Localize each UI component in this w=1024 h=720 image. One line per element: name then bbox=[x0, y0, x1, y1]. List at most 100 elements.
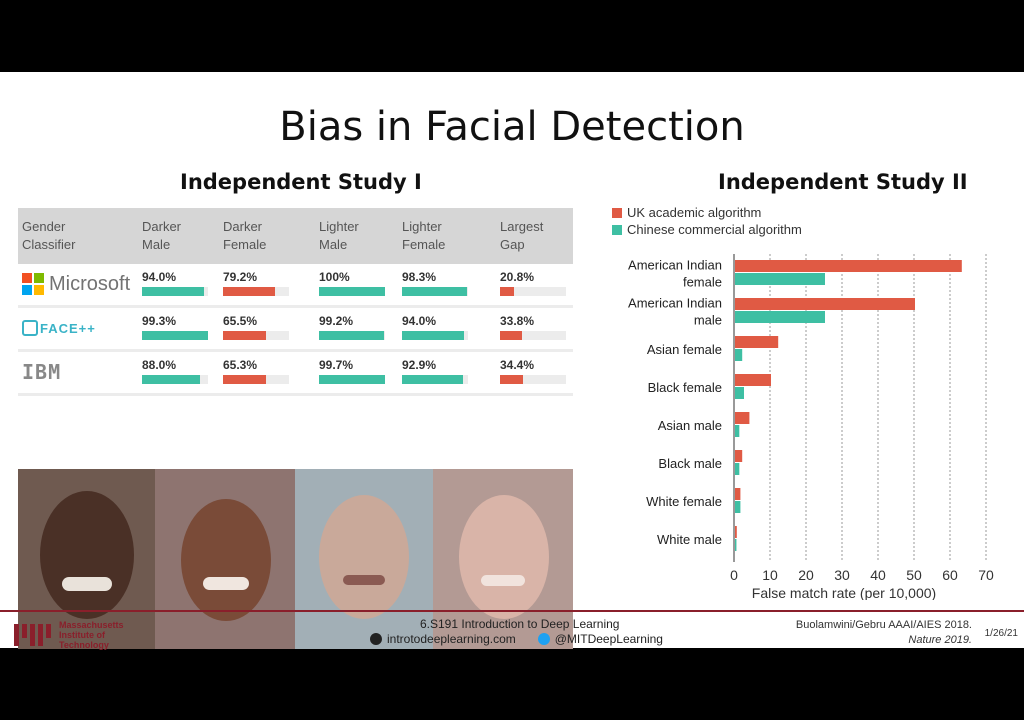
bar-uk-academic bbox=[735, 336, 779, 348]
citation: Buolamwini/Gebru AAAI/AIES 2018. Nature … bbox=[796, 618, 972, 648]
x-tick-label: 70 bbox=[978, 567, 994, 583]
accuracy-bar-fill bbox=[142, 331, 208, 340]
faceplusplus-logo-icon: FACE++ bbox=[22, 314, 96, 342]
table-cell: 99.3% bbox=[142, 314, 212, 340]
accuracy-value: 88.0% bbox=[142, 358, 177, 372]
accuracy-bar bbox=[223, 331, 289, 340]
accuracy-bar bbox=[319, 331, 385, 340]
header-lighter-male: Lighter Male bbox=[319, 219, 359, 252]
classifier-name: IBM bbox=[22, 360, 62, 384]
accuracy-bar-fill bbox=[223, 375, 267, 384]
accuracy-bar-fill bbox=[319, 375, 385, 384]
classifier-name: FACE++ bbox=[40, 320, 96, 336]
average-darker-female-face bbox=[155, 469, 295, 649]
institution-name: Massachusetts Institute of Technology bbox=[59, 620, 124, 650]
accuracy-bar bbox=[500, 287, 566, 296]
y-category-label: American Indian bbox=[628, 296, 722, 311]
accuracy-value: 92.9% bbox=[402, 358, 437, 372]
bar-chinese-commercial bbox=[735, 501, 741, 513]
accuracy-bar bbox=[223, 375, 289, 384]
table-header: Gender Classifier Darker Male Darker Fem… bbox=[18, 208, 573, 264]
website-link[interactable]: introtodeeplearning.com bbox=[387, 632, 516, 646]
bar-chinese-commercial bbox=[735, 349, 743, 361]
bar-uk-academic bbox=[735, 374, 771, 386]
false-match-rate-chart: 0 10 20 30 40 50 60 70 American Indian female Amer… bbox=[628, 254, 994, 600]
accuracy-bar-fill bbox=[319, 331, 385, 340]
table-cell: 92.9% bbox=[402, 358, 472, 384]
legend-item: UK academic algorithm bbox=[612, 204, 802, 221]
average-lighter-female-face bbox=[433, 469, 573, 649]
accuracy-bar bbox=[402, 375, 468, 384]
accuracy-value: 79.2% bbox=[223, 270, 258, 284]
footer-links: introtodeeplearning.com @MITDeepLearning bbox=[370, 632, 663, 646]
accuracy-value: 94.0% bbox=[142, 270, 177, 284]
footer-divider bbox=[0, 610, 1024, 612]
twitter-icon bbox=[537, 633, 550, 645]
accuracy-value: 100% bbox=[319, 270, 350, 284]
x-axis-label: False match rate (per 10,000) bbox=[752, 585, 936, 600]
table-cell: 99.2% bbox=[319, 314, 389, 340]
mit-logo-icon bbox=[14, 624, 51, 646]
accuracy-bar-fill bbox=[402, 331, 465, 340]
accuracy-bar-fill bbox=[402, 287, 467, 296]
accuracy-bar bbox=[500, 375, 566, 384]
table-row: FACE++ 99.3% 65.5% 99.2% 94.0% 33.8% bbox=[18, 308, 573, 352]
table-cell: 79.2% bbox=[223, 270, 293, 296]
accuracy-bar bbox=[142, 375, 208, 384]
accuracy-value: 65.3% bbox=[223, 358, 258, 372]
legend-label: Chinese commercial algorithm bbox=[627, 222, 802, 237]
y-category-label: American Indian bbox=[628, 258, 722, 273]
x-tick-label: 20 bbox=[798, 567, 814, 583]
accuracy-bar-fill bbox=[500, 375, 523, 384]
citation-line2: Nature 2019. bbox=[908, 634, 972, 646]
accuracy-bar bbox=[500, 331, 566, 340]
y-category-label: White male bbox=[657, 532, 722, 547]
accuracy-bar bbox=[319, 287, 385, 296]
x-tick-label: 40 bbox=[870, 567, 886, 583]
accuracy-value: 33.8% bbox=[500, 314, 535, 328]
accuracy-value: 94.0% bbox=[402, 314, 437, 328]
accuracy-value: 65.5% bbox=[223, 314, 258, 328]
bar-uk-academic bbox=[735, 298, 915, 310]
bar-chinese-commercial bbox=[735, 311, 825, 323]
accuracy-bar-fill bbox=[142, 287, 205, 296]
table-cell: 20.8% bbox=[500, 270, 570, 296]
study2-title: Independent Study II bbox=[718, 170, 968, 194]
classifier-table: Gender Classifier Darker Male Darker Fem… bbox=[18, 208, 573, 472]
study1-title: Independent Study I bbox=[180, 170, 422, 194]
accuracy-bar bbox=[142, 331, 208, 340]
accuracy-bar-fill bbox=[142, 375, 201, 384]
accuracy-bar-fill bbox=[319, 287, 385, 296]
accuracy-value: 34.4% bbox=[500, 358, 535, 372]
bar-chinese-commercial bbox=[735, 387, 744, 399]
y-category-label: Black female bbox=[648, 380, 722, 395]
table-cell: 88.0% bbox=[142, 358, 212, 384]
header-lighter-female: Lighter Female bbox=[402, 219, 446, 252]
table-row: IBM 88.0% 65.3% 99.7% 92.9% 34.4% bbox=[18, 352, 573, 396]
legend-swatch-red bbox=[612, 207, 622, 218]
y-category-label: Asian female bbox=[647, 342, 722, 357]
accuracy-bar bbox=[402, 287, 468, 296]
table-cell: 65.3% bbox=[223, 358, 293, 384]
slide-title: Bias in Facial Detection bbox=[279, 104, 745, 150]
citation-line1: Buolamwini/Gebru AAAI/AIES 2018. bbox=[795, 619, 972, 631]
slide-date: 1/26/21 bbox=[984, 628, 1018, 639]
table-cell: 100% bbox=[319, 270, 389, 296]
table-row: Microsoft 94.0% 79.2% 100% 98.3% 20.8% bbox=[18, 264, 573, 308]
x-tick-label: 10 bbox=[762, 567, 778, 583]
accuracy-value: 99.3% bbox=[142, 314, 177, 328]
accuracy-bar-fill bbox=[500, 331, 523, 340]
accuracy-bar bbox=[223, 287, 289, 296]
accuracy-bar-fill bbox=[402, 375, 464, 384]
accuracy-bar-fill bbox=[223, 331, 267, 340]
legend-swatch-teal bbox=[612, 224, 622, 235]
bar-uk-academic bbox=[735, 260, 962, 272]
twitter-link[interactable]: @MITDeepLearning bbox=[554, 632, 663, 646]
y-category-label: Asian male bbox=[658, 418, 722, 433]
accuracy-bar-fill bbox=[223, 287, 276, 296]
bar-uk-academic bbox=[735, 488, 741, 500]
y-category-label: female bbox=[683, 275, 722, 290]
ibm-logo-icon: IBM bbox=[22, 358, 61, 386]
bar-chinese-commercial bbox=[735, 539, 737, 551]
table-cell: 94.0% bbox=[142, 270, 212, 296]
